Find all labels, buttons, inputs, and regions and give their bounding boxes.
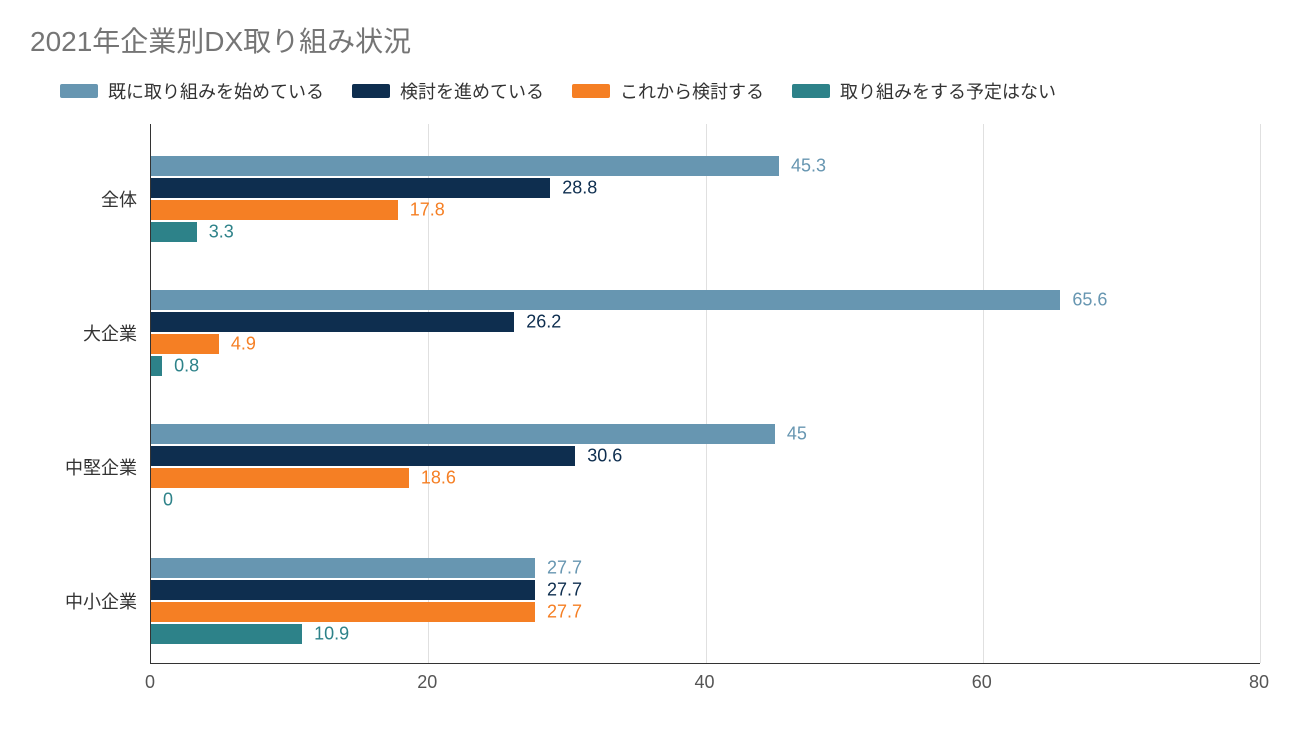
legend-item: 既に取り組みを始めている bbox=[60, 78, 324, 104]
bar-row: 3.3 bbox=[151, 222, 1260, 242]
legend-item: これから検討する bbox=[572, 78, 764, 104]
legend-label: これから検討する bbox=[620, 78, 764, 104]
x-tick-label: 80 bbox=[1249, 672, 1269, 693]
bar-row: 17.8 bbox=[151, 200, 1260, 220]
bar-row: 45 bbox=[151, 424, 1260, 444]
bar: 27.7 bbox=[151, 580, 535, 600]
value-label: 0 bbox=[163, 489, 173, 510]
bar: 0.8 bbox=[151, 356, 162, 376]
value-label: 0.8 bbox=[174, 355, 199, 376]
value-label: 27.7 bbox=[547, 601, 582, 622]
value-label: 26.2 bbox=[526, 311, 561, 332]
bar-row: 26.2 bbox=[151, 312, 1260, 332]
gridline bbox=[1260, 124, 1261, 663]
bar: 27.7 bbox=[151, 558, 535, 578]
plot-area: 全体45.328.817.83.3 大企業65.626.24.90.8 中堅企業45… bbox=[150, 124, 1260, 664]
x-tick-label: 40 bbox=[694, 672, 714, 693]
legend-item: 検討を進めている bbox=[352, 78, 544, 104]
category-label: 全体 bbox=[101, 186, 137, 212]
legend-item: 取り組みをする予定はない bbox=[792, 78, 1056, 104]
bar-row: 28.8 bbox=[151, 178, 1260, 198]
legend: 既に取り組みを始めている 検討を進めている これから検討する 取り組みをする予定… bbox=[60, 78, 1272, 104]
legend-swatch-1 bbox=[352, 84, 390, 98]
bar: 18.6 bbox=[151, 468, 409, 488]
bar-row: 27.7 bbox=[151, 602, 1260, 622]
bar: 27.7 bbox=[151, 602, 535, 622]
bar: 45 bbox=[151, 424, 775, 444]
bar-row: 45.3 bbox=[151, 156, 1260, 176]
bar: 17.8 bbox=[151, 200, 398, 220]
bar: 10.9 bbox=[151, 624, 302, 644]
bar: 28.8 bbox=[151, 178, 550, 198]
value-label: 45.3 bbox=[791, 155, 826, 176]
category-group: 中堅企業4530.618.60 bbox=[151, 424, 1260, 510]
bar: 4.9 bbox=[151, 334, 219, 354]
bar-row: 30.6 bbox=[151, 446, 1260, 466]
value-label: 18.6 bbox=[421, 467, 456, 488]
value-label: 65.6 bbox=[1072, 289, 1107, 310]
legend-swatch-2 bbox=[572, 84, 610, 98]
legend-label: 既に取り組みを始めている bbox=[108, 78, 324, 104]
bar: 3.3 bbox=[151, 222, 197, 242]
bar: 65.6 bbox=[151, 290, 1060, 310]
chart-area: 全体45.328.817.83.3 大企業65.626.24.90.8 中堅企業45… bbox=[150, 124, 1260, 704]
value-label: 3.3 bbox=[209, 221, 234, 242]
bar-row: 27.7 bbox=[151, 580, 1260, 600]
x-tick-label: 20 bbox=[417, 672, 437, 693]
value-label: 45 bbox=[787, 423, 807, 444]
bar-row: 10.9 bbox=[151, 624, 1260, 644]
category-label: 中堅企業 bbox=[65, 454, 137, 480]
value-label: 27.7 bbox=[547, 579, 582, 600]
legend-swatch-0 bbox=[60, 84, 98, 98]
category-group: 中小企業27.727.727.710.9 bbox=[151, 558, 1260, 644]
legend-label: 検討を進めている bbox=[400, 78, 544, 104]
legend-swatch-3 bbox=[792, 84, 830, 98]
bar-row: 65.6 bbox=[151, 290, 1260, 310]
bar-row: 0.8 bbox=[151, 356, 1260, 376]
bar: 26.2 bbox=[151, 312, 514, 332]
bar-row: 4.9 bbox=[151, 334, 1260, 354]
value-label: 10.9 bbox=[314, 623, 349, 644]
bar: 45.3 bbox=[151, 156, 779, 176]
bar-row: 18.6 bbox=[151, 468, 1260, 488]
category-group: 全体45.328.817.83.3 bbox=[151, 156, 1260, 242]
value-label: 27.7 bbox=[547, 557, 582, 578]
legend-label: 取り組みをする予定はない bbox=[840, 78, 1056, 104]
value-label: 17.8 bbox=[410, 199, 445, 220]
category-label: 中小企業 bbox=[65, 588, 137, 614]
bar-row: 0 bbox=[151, 490, 1260, 510]
bar-row: 27.7 bbox=[151, 558, 1260, 578]
value-label: 4.9 bbox=[231, 333, 256, 354]
category-label: 大企業 bbox=[83, 320, 137, 346]
bar: 30.6 bbox=[151, 446, 575, 466]
x-tick-label: 60 bbox=[972, 672, 992, 693]
value-label: 28.8 bbox=[562, 177, 597, 198]
value-label: 30.6 bbox=[587, 445, 622, 466]
chart-title: 2021年企業別DX取り組み状況 bbox=[30, 20, 1272, 60]
category-group: 大企業65.626.24.90.8 bbox=[151, 290, 1260, 376]
x-tick-label: 0 bbox=[145, 672, 155, 693]
